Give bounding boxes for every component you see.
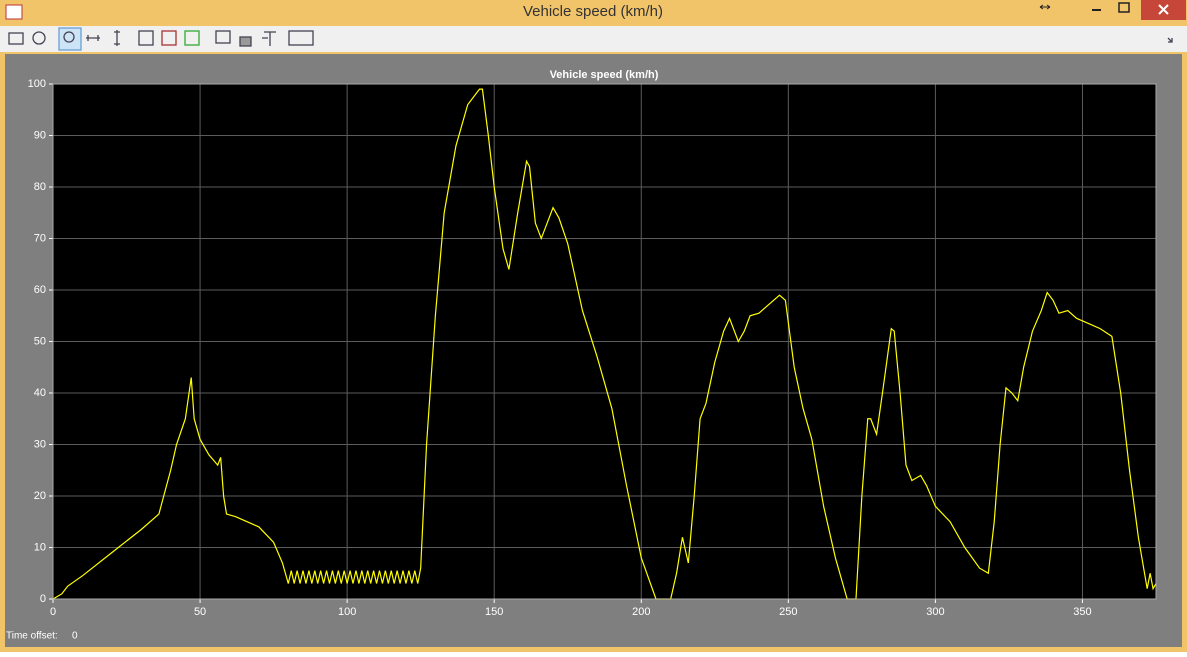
y-tick-label: 90 <box>34 129 46 141</box>
x-tick-label: 300 <box>926 606 944 618</box>
x-tick-label: 50 <box>194 606 206 618</box>
axes: 0 10 20 30 40 50 60 70 80 90 100 0 50 100 150 200 250 300… <box>28 78 1157 618</box>
app-icon <box>5 4 23 20</box>
zoom-button[interactable] <box>58 27 82 51</box>
time-offset-value: 0 <box>72 631 78 642</box>
close-icon <box>1158 4 1169 15</box>
chart-title: Vehicle speed (km/h) <box>550 69 659 81</box>
lock-button[interactable] <box>239 36 252 47</box>
data-line <box>52 88 1157 600</box>
window-title: Vehicle speed (km/h) <box>523 3 663 20</box>
y-tick-label: 0 <box>40 593 46 605</box>
autoscale-button[interactable] <box>138 30 154 46</box>
x-tick-label: 0 <box>50 606 56 618</box>
zoom-y-button[interactable] <box>114 30 120 46</box>
y-tick-label: 20 <box>34 490 46 502</box>
x-tick-label: 100 <box>338 606 356 618</box>
zoom-x-button[interactable] <box>86 35 100 41</box>
dock-button[interactable] <box>1039 4 1051 10</box>
zoom-icon <box>63 31 75 43</box>
time-offset-label: Time offset: <box>6 631 58 642</box>
x-tick-label: 350 <box>1073 606 1091 618</box>
toolbar-buttons <box>8 27 1173 51</box>
window-controls <box>1039 0 1186 20</box>
y-tick-label: 40 <box>34 387 46 399</box>
minimize-button[interactable] <box>1092 9 1101 11</box>
x-tick-label: 250 <box>779 606 797 618</box>
plot-border <box>52 83 1157 600</box>
y-tick-label: 100 <box>28 78 46 90</box>
y-tick-label: 30 <box>34 438 46 450</box>
y-tick-label: 70 <box>34 232 46 244</box>
parameters-button[interactable] <box>32 31 46 45</box>
legend-button[interactable] <box>288 30 314 46</box>
toolbar-overflow[interactable] <box>1167 37 1173 43</box>
restore-axes-button[interactable] <box>184 30 200 46</box>
maximize-button[interactable] <box>1118 2 1130 13</box>
save-axes-button[interactable] <box>161 30 177 46</box>
y-tick-label: 80 <box>34 181 46 193</box>
x-tick-label: 150 <box>485 606 503 618</box>
toolbar <box>0 26 1187 52</box>
x-tick-label: 200 <box>632 606 650 618</box>
y-tick-label: 60 <box>34 284 46 296</box>
signal-selection-button[interactable] <box>262 31 276 46</box>
y-tick-label: 50 <box>34 335 46 347</box>
print-button[interactable] <box>8 32 24 45</box>
floating-scope-button[interactable] <box>215 30 231 44</box>
y-tick-label: 10 <box>34 541 46 553</box>
